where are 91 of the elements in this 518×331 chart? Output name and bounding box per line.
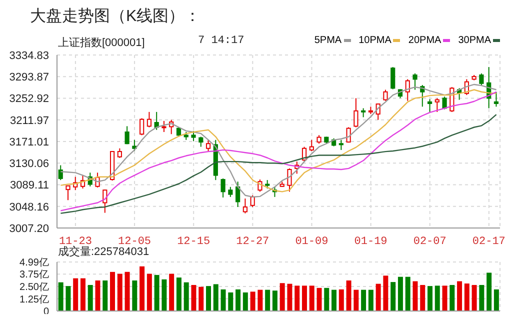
bar <box>184 282 189 311</box>
candlestick <box>354 98 358 128</box>
bar <box>346 280 352 311</box>
bar <box>242 292 248 311</box>
y-tick-label: 4.99亿 <box>20 258 49 269</box>
bar <box>272 290 278 311</box>
y-tick-label: 3171.01 <box>9 136 49 148</box>
bar <box>265 290 270 311</box>
bar <box>412 281 418 311</box>
bar <box>236 289 241 311</box>
bar <box>206 286 211 311</box>
bar <box>332 290 337 311</box>
bar <box>280 283 285 311</box>
bar <box>354 290 359 311</box>
bar <box>80 278 86 311</box>
y-tick-label: 3252.92 <box>9 93 49 106</box>
y-tick-label: 3293.87 <box>9 72 49 84</box>
x-tick-label: 12-15 <box>177 236 210 248</box>
bar <box>73 278 78 311</box>
bar <box>198 286 204 311</box>
bar <box>324 288 330 311</box>
bar <box>88 284 93 311</box>
bar <box>169 274 174 311</box>
bar <box>287 284 292 311</box>
chart-subtitle: 上证指数[000001] <box>58 36 145 50</box>
bar <box>383 276 388 311</box>
bar <box>146 274 152 311</box>
bar <box>250 292 256 311</box>
bar <box>220 289 226 311</box>
bar <box>405 276 410 311</box>
bar <box>434 286 440 311</box>
bar <box>176 278 182 311</box>
legend-label: 20PMA <box>408 35 442 46</box>
candlestick <box>146 111 152 128</box>
legend-label: 5PMA <box>314 35 342 46</box>
bar <box>95 280 100 311</box>
legend-label: 10PMA <box>358 35 392 46</box>
y-tick-label: 3048.16 <box>9 201 49 214</box>
bar <box>294 286 300 311</box>
bar <box>464 284 470 311</box>
x-tick-label: 12-27 <box>236 236 270 248</box>
bar <box>368 290 374 311</box>
y-tick-label: 2.50亿 <box>20 282 49 293</box>
y-tick-label: 3130.06 <box>9 158 49 170</box>
bar <box>213 284 218 311</box>
bar <box>450 284 455 311</box>
x-tick-label: 02-17 <box>472 236 506 248</box>
bar <box>376 284 381 311</box>
chart-title: 大盘走势图（K线图）： <box>30 6 201 27</box>
bar <box>191 284 196 311</box>
y-tick-label: 3007.20 <box>9 222 49 235</box>
line-series <box>60 114 497 214</box>
x-tick-label: 01-09 <box>295 236 328 248</box>
bar <box>457 281 462 311</box>
y-tick-label: 3211.97 <box>10 114 49 127</box>
bar <box>442 286 448 311</box>
bar <box>140 266 145 311</box>
y-tick-label: 3.75亿 <box>20 270 49 281</box>
bar <box>486 272 492 311</box>
bar <box>66 286 71 311</box>
y-tick-label: 3334.83 <box>9 50 49 62</box>
bar <box>316 288 322 311</box>
text: 7 14:17 <box>198 35 244 47</box>
bar <box>110 272 116 311</box>
bar <box>494 289 499 311</box>
bar <box>338 289 344 311</box>
bar <box>154 274 160 311</box>
bar <box>472 284 477 311</box>
y-tick-label: 1.25亿 <box>20 294 49 306</box>
x-tick-label: 01-19 <box>354 236 388 248</box>
candlestick <box>242 198 248 214</box>
legend-label: 30PMA <box>458 35 491 46</box>
bar <box>390 282 396 311</box>
bar <box>427 286 432 311</box>
bar <box>258 290 263 311</box>
x-tick-label: 02-07 <box>413 236 446 248</box>
bar <box>309 286 314 311</box>
bar <box>361 290 366 311</box>
bar <box>302 286 307 311</box>
bar <box>124 272 130 311</box>
bar <box>102 280 108 311</box>
bar <box>132 280 138 311</box>
bar <box>162 279 167 311</box>
y-tick-label: 3089.11 <box>10 180 49 192</box>
bar <box>228 292 234 311</box>
bar <box>420 284 426 311</box>
bar <box>117 274 122 311</box>
bar <box>479 284 484 311</box>
candlestick <box>434 98 440 112</box>
bar <box>398 276 403 311</box>
bar <box>58 282 64 311</box>
